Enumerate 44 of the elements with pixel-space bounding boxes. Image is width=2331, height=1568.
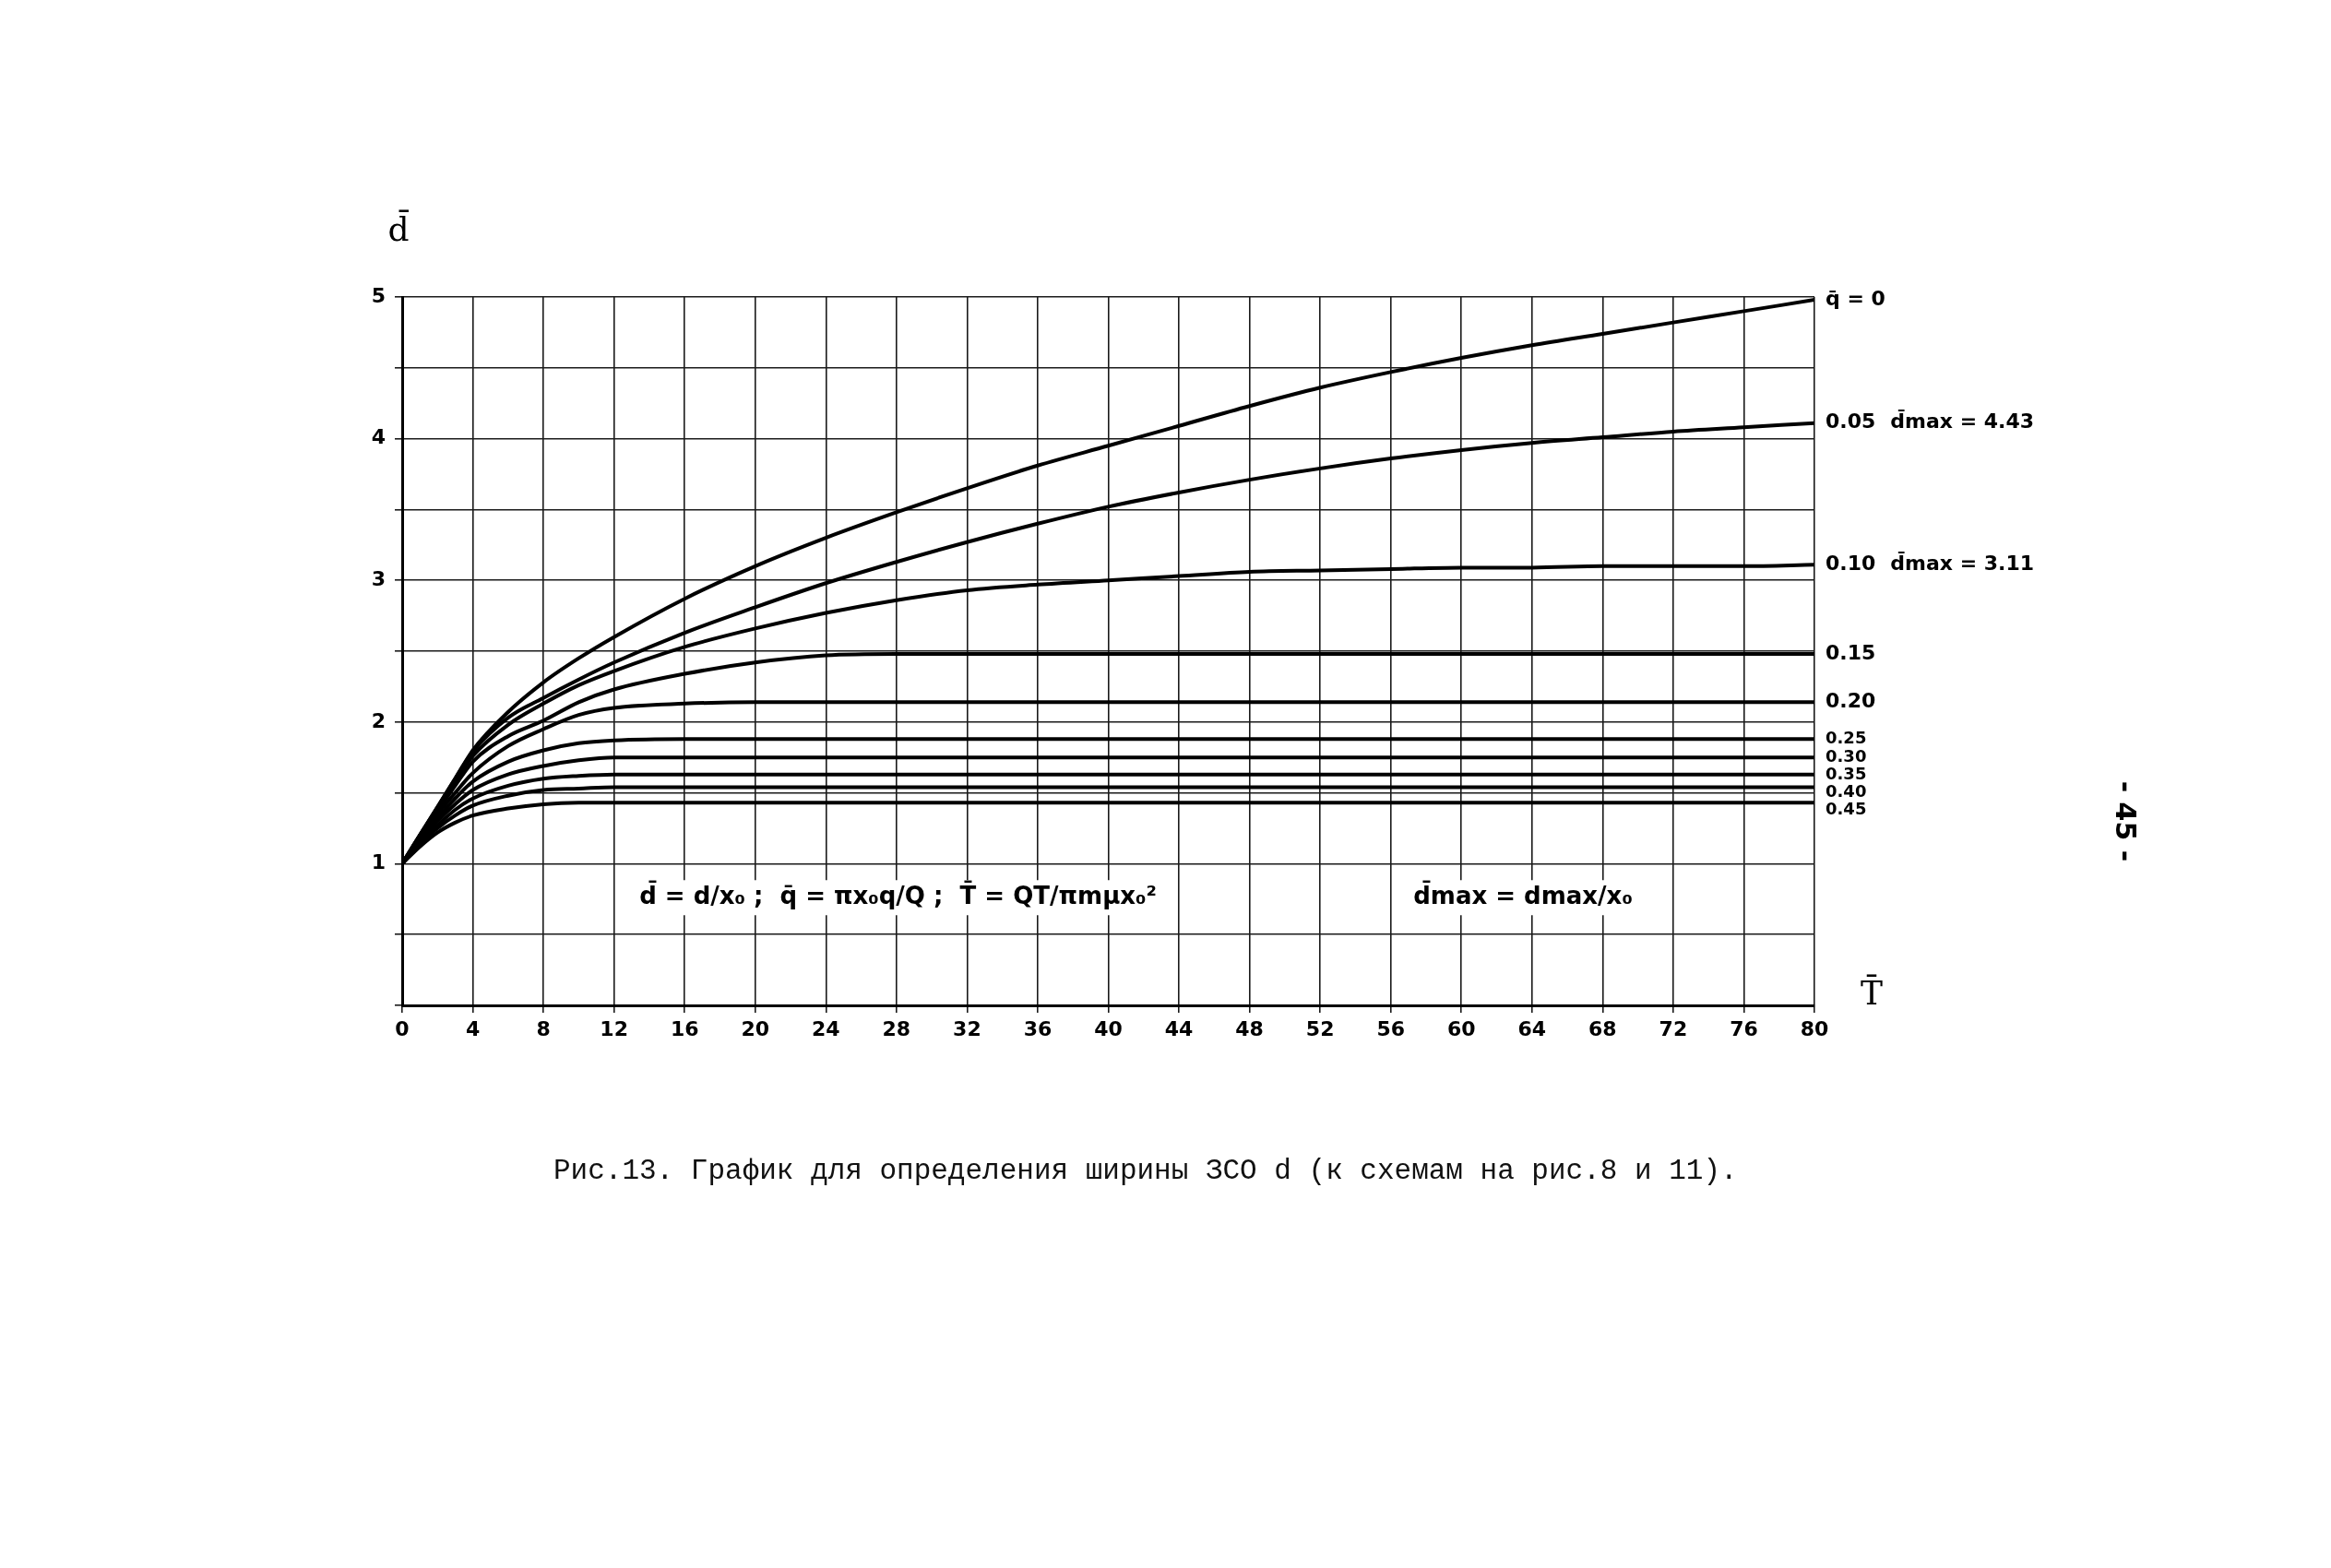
- series-label: 0.15: [1826, 640, 1876, 664]
- x-tick-label: 72: [1659, 1016, 1688, 1040]
- x-tick-label: 16: [670, 1016, 699, 1040]
- series-label: 0.35: [1826, 763, 1867, 783]
- x-tick-label: 20: [741, 1016, 770, 1040]
- x-tick-label: 8: [536, 1016, 551, 1040]
- x-tick-label: 24: [811, 1016, 840, 1040]
- series-label: 0.05: [1826, 410, 1876, 434]
- annotation: d̄ = d/x₀ ; q̄ = πx₀q/Q ; T̄ = QT/πmμx₀²: [639, 880, 1157, 910]
- x-tick-label: 68: [1588, 1016, 1617, 1040]
- series-label: 0.45: [1826, 798, 1867, 818]
- x-tick-label: 40: [1094, 1016, 1123, 1040]
- x-tick-label: 48: [1235, 1016, 1264, 1040]
- x-tick-label: 32: [953, 1016, 981, 1040]
- text: - 45 -: [2110, 780, 2143, 861]
- y-tick-label: 4: [371, 425, 386, 449]
- x-tick-label: 28: [882, 1016, 911, 1040]
- text: d̄max = 3.11: [1890, 552, 2035, 576]
- x-tick-label: 0: [395, 1016, 410, 1040]
- x-tick-label: 44: [1164, 1016, 1194, 1040]
- x-tick-label: 80: [1800, 1016, 1829, 1040]
- series-label: 0.10: [1826, 552, 1876, 576]
- y-tick-label: 2: [371, 708, 386, 732]
- x-tick-label: 76: [1730, 1016, 1758, 1040]
- x-axis-title: T̄: [1861, 973, 1884, 1013]
- x-tick-label: 60: [1446, 1016, 1476, 1040]
- series-label: 0.30: [1826, 745, 1867, 766]
- y-axis-title: d̄: [387, 208, 410, 249]
- x-tick-label: 12: [600, 1016, 628, 1040]
- x-tick-label: 56: [1376, 1016, 1406, 1040]
- x-tick-label: 64: [1517, 1016, 1547, 1040]
- series-label: 0.20: [1826, 689, 1876, 713]
- series-label: q̄ = 0: [1826, 286, 1885, 310]
- x-tick-label: 4: [465, 1016, 481, 1040]
- x-tick-label: 52: [1305, 1016, 1335, 1040]
- x-tick-label: 36: [1023, 1016, 1053, 1040]
- text: Рис.13. График для определения ширины ЗСО d (к схемам на рис.8 и 11).: [553, 1155, 1738, 1187]
- y-tick-label: 3: [371, 566, 386, 590]
- annotation: d̄max = dmax/x₀: [1413, 880, 1633, 910]
- y-tick-label: 1: [371, 850, 386, 874]
- series-label: 0.40: [1826, 780, 1867, 801]
- text: d̄max = 4.43: [1890, 410, 2035, 434]
- y-tick-label: 5: [371, 283, 386, 307]
- series-label: 0.25: [1826, 727, 1867, 747]
